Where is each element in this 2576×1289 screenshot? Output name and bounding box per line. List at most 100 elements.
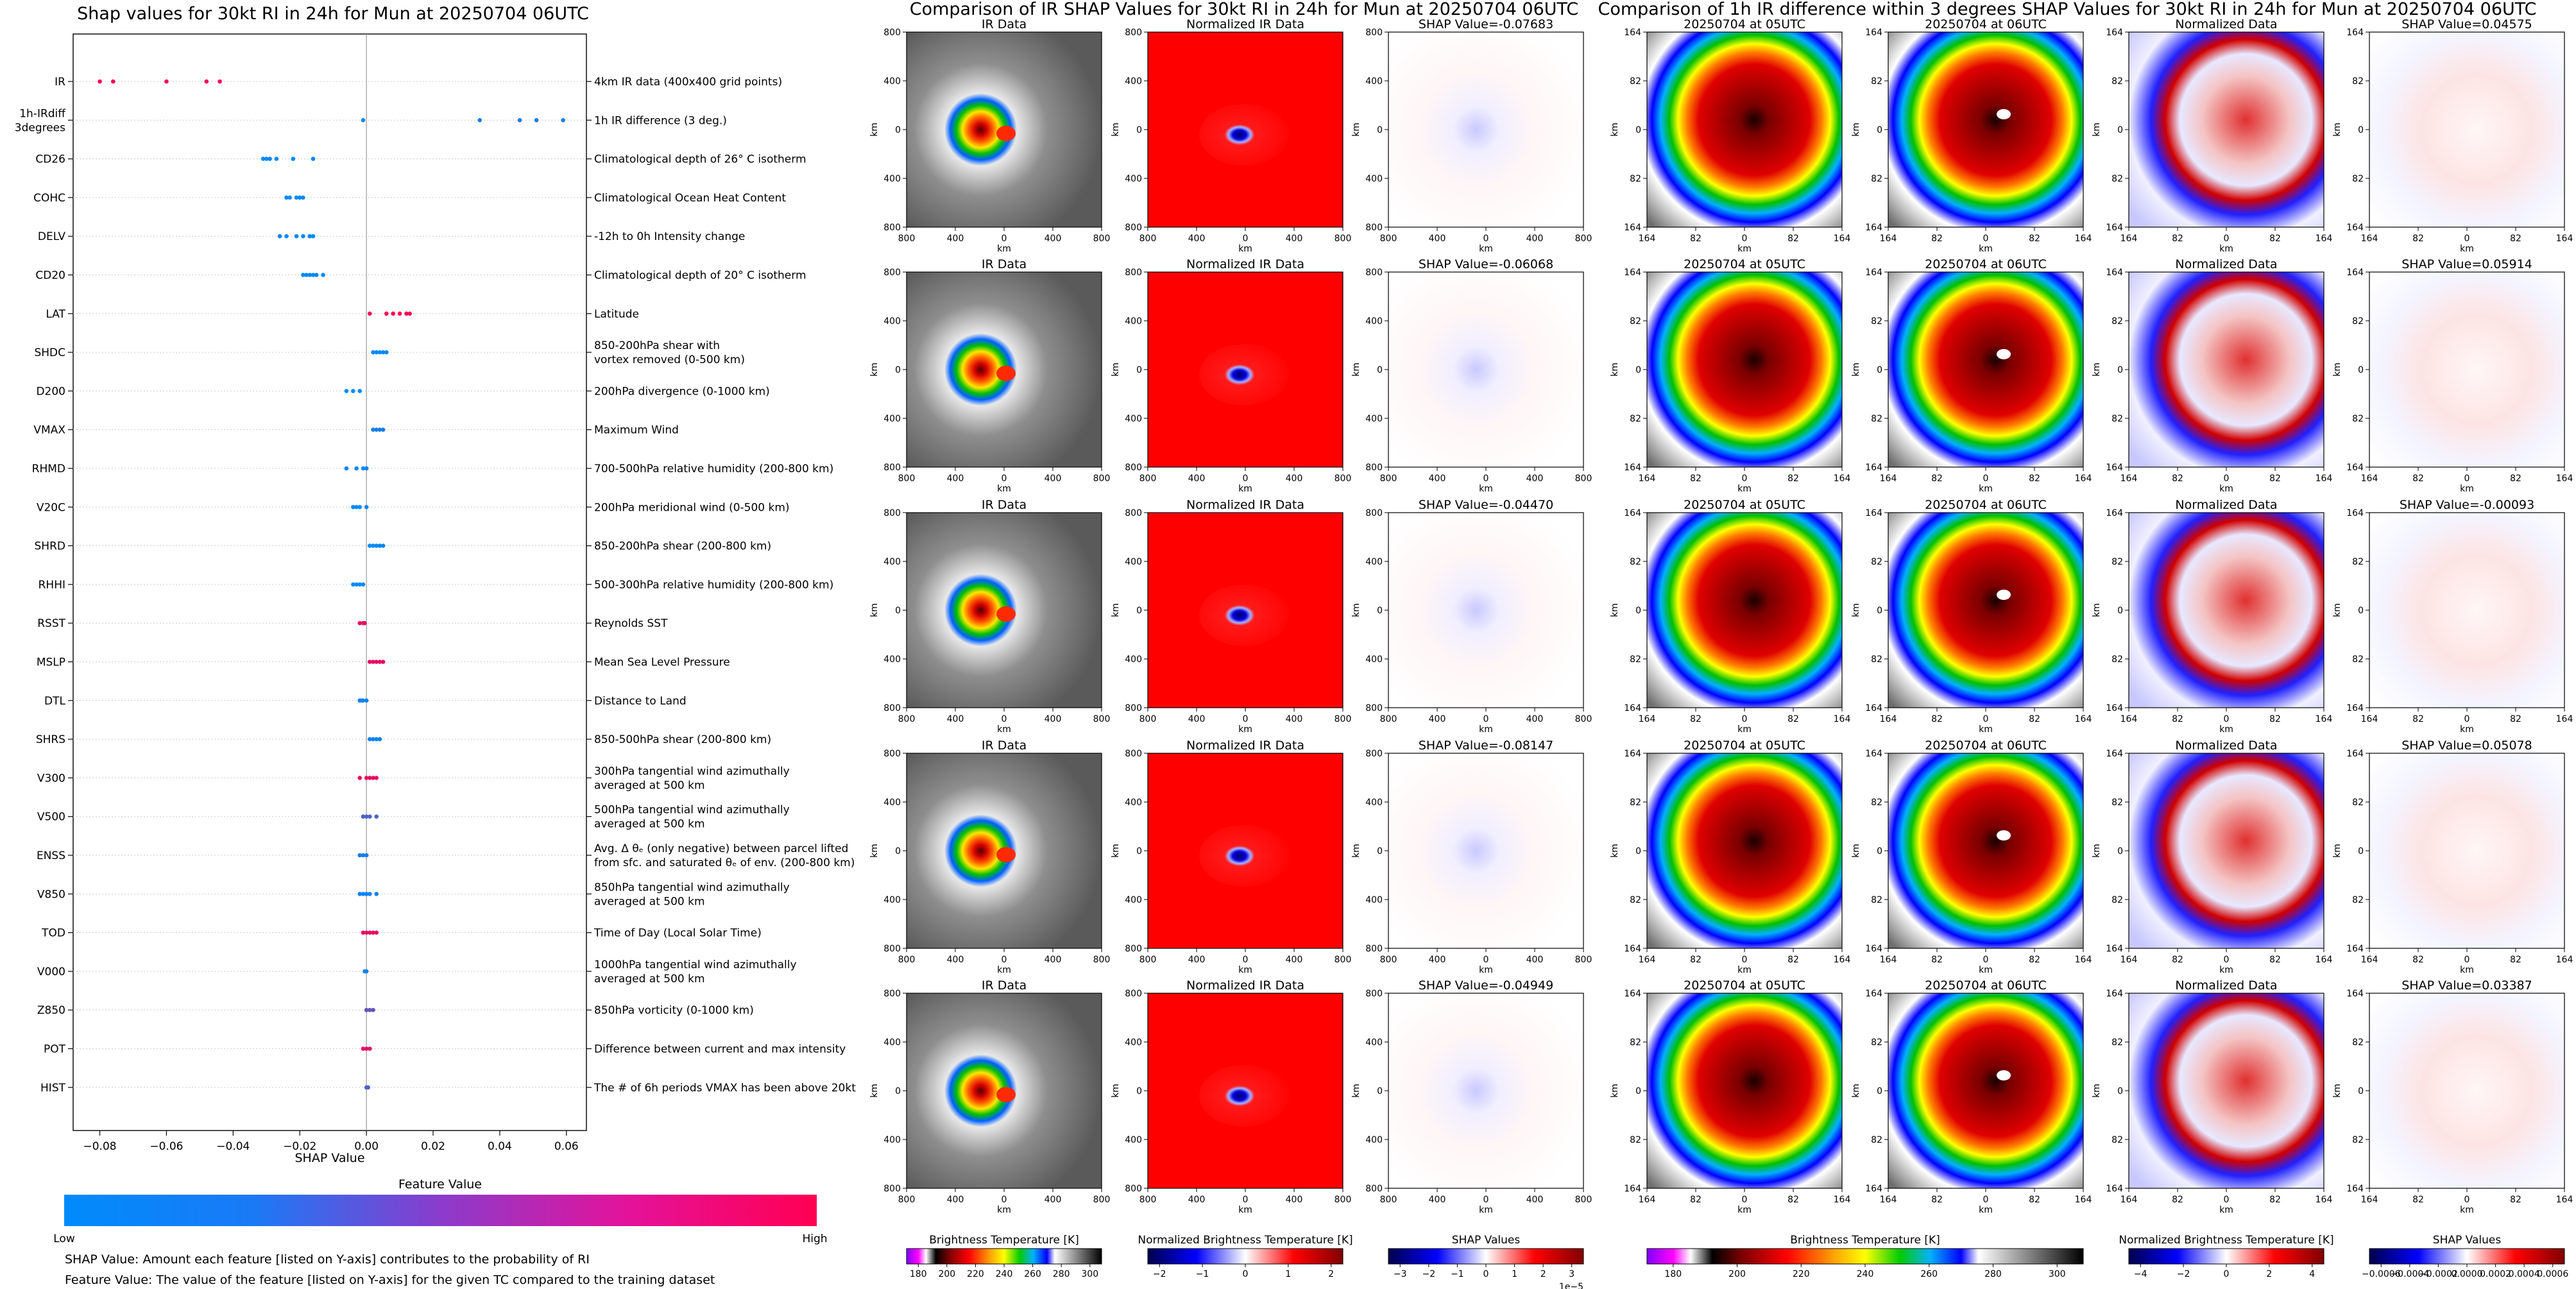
panel-y-tick-label: 164 [2106, 1184, 2123, 1194]
panel-x-tick-label: 82 [2172, 474, 2183, 484]
panel-y-tick-label: 800 [1125, 463, 1142, 473]
panel-title-ir-data: IR Data [982, 257, 1027, 271]
panel-x-tick-label: 0 [1002, 955, 1007, 965]
feature-description-label: Latitude [594, 308, 639, 321]
feature-name-label: 1h-IRdiff [19, 107, 66, 120]
panel-x-tick-label: 400 [1286, 955, 1303, 965]
shap-point [377, 350, 382, 355]
feature-name-label: RSST [37, 617, 65, 630]
panel-y-tick-label: 400 [1365, 1135, 1383, 1145]
ir-shap-colorbar-tick-label: −2 [1422, 1269, 1436, 1279]
panel-x-tick-label: 0 [1002, 474, 1007, 484]
panel-y-axis-label: km [1610, 603, 1620, 617]
panel-x-tick-label: 82 [2029, 1195, 2040, 1205]
panel-y-tick-label: 400 [1365, 557, 1383, 567]
panel-x-tick-label: 0 [1742, 234, 1748, 244]
panel-x-tick-label: 82 [1787, 474, 1799, 484]
feature-name-label: V20C [37, 501, 65, 514]
panel-x-tick-label: 164 [2361, 1195, 2378, 1205]
feature-description-label: 200hPa divergence (0-1000 km) [594, 385, 770, 398]
panel-x-axis-label: km [1737, 484, 1752, 494]
panel-y-tick-label: 800 [883, 223, 901, 233]
panel-x-tick-label: 164 [2120, 955, 2138, 965]
panel-x-tick-label: 800 [898, 474, 916, 484]
feature-description-label: 500-300hPa relative humidity (200-800 km… [594, 579, 833, 592]
panel-y-axis-label: km [869, 1084, 880, 1098]
normalized-ir-core [1199, 585, 1289, 646]
panel-y-tick-label: 82 [1871, 1135, 1882, 1145]
panel-y-tick-label: 800 [883, 1184, 901, 1194]
panel-y-axis-label: km [2332, 603, 2342, 617]
normalized-ir-core [1199, 104, 1289, 166]
panel-x-tick-label: 0 [1742, 955, 1748, 965]
shap-point [364, 969, 369, 974]
panel-y-axis-label: km [1610, 844, 1620, 858]
shap-point [368, 1046, 372, 1051]
diff-normalized-colorbar-tick-label: 4 [2309, 1269, 2315, 1279]
panel-x-axis-label: km [1479, 1205, 1493, 1215]
feature-description-label: Maximum Wind [594, 424, 679, 437]
ir-bt-colorbar-label: Brightness Temperature [K] [929, 1234, 1079, 1247]
diff-shap-colorbar-tick-label: 0.0002 [2480, 1269, 2511, 1279]
panel-x-tick-label: 82 [2269, 955, 2281, 965]
panel-y-tick-label: 164 [2346, 749, 2364, 759]
shap-point [517, 118, 522, 123]
feature-description-label: 850-200hPa shear (200-800 km) [594, 540, 771, 553]
panel-y-tick-label: 0 [2358, 1086, 2364, 1097]
ir-shap-colorbar-tick-label: −3 [1394, 1269, 1407, 1279]
panel-x-tick-label: 82 [2029, 955, 2040, 965]
panel-x-tick-label: 164 [2361, 474, 2378, 484]
panel-y-tick-label: 400 [1125, 316, 1142, 327]
panel-y-tick-label: 164 [2106, 463, 2123, 473]
ir-eye-core [996, 847, 1016, 862]
panel-y-tick-label: 0 [2117, 1086, 2123, 1097]
panel-y-tick-label: 164 [1865, 508, 1882, 518]
panel-x-tick-label: 400 [1526, 234, 1544, 244]
panel-x-tick-label: 400 [1526, 955, 1544, 965]
feature-name-label: LAT [46, 308, 65, 321]
panel-x-axis-label: km [1737, 1205, 1752, 1215]
panel-x-tick-label: 400 [1429, 1195, 1446, 1205]
panel-x-tick-label: 164 [2316, 474, 2333, 484]
ir-shap-colorbar-tick-label: 0 [1483, 1269, 1489, 1279]
panel-y-tick-label: 164 [2346, 1184, 2364, 1194]
feature-name-label: 3degrees [15, 121, 65, 134]
panel-x-tick-label: 0 [2224, 1195, 2230, 1205]
panel-x-tick-label: 800 [1139, 234, 1157, 244]
shap-point [377, 737, 382, 742]
panel-title-diff-06utc: 20250704 at 06UTC [1925, 738, 2047, 753]
diff-shap-colorbar-tick-label: −0.0006 [2362, 1269, 2401, 1279]
shap-point [164, 79, 169, 84]
shap-point [357, 853, 363, 858]
feature-description-label: Avg. Δ θₑ (only negative) between parcel… [594, 842, 848, 855]
diff-06utc-image [1888, 753, 2083, 948]
panel-title-diff-05utc: 20250704 at 05UTC [1684, 17, 1805, 31]
panel-x-tick-label: 164 [1880, 1195, 1897, 1205]
shap-point [407, 311, 412, 316]
panel-y-tick-label: 800 [1365, 268, 1383, 278]
panel-title-diff-06utc: 20250704 at 06UTC [1925, 498, 2047, 512]
feature-name-label: COHC [33, 192, 65, 205]
panel-x-axis-label: km [1737, 724, 1752, 735]
panel-x-tick-label: 164 [1834, 234, 1851, 244]
ir-bt-colorbar [906, 1248, 1102, 1265]
shap-point [371, 1007, 375, 1012]
panel-x-tick-label: 0 [1742, 474, 1748, 484]
panel-x-tick-label: 800 [898, 714, 916, 724]
feature-description-label: 1h IR difference (3 deg.) [594, 114, 727, 127]
panel-x-axis-label: km [1238, 484, 1252, 494]
panel-y-tick-label: 164 [1624, 703, 1641, 713]
panel-y-tick-label: 400 [883, 316, 901, 327]
normalized-ir-core [1199, 825, 1289, 887]
feature-description-label: 500hPa tangential wind azimuthally [594, 804, 790, 817]
shap-point [368, 660, 372, 664]
diff-normalized-image [2129, 513, 2324, 708]
panel-y-tick-label: 400 [1125, 895, 1142, 905]
panel-y-tick-label: 164 [2346, 223, 2364, 233]
panel-y-tick-label: 400 [1125, 174, 1142, 184]
feature-name-label: DTL [44, 695, 65, 708]
panel-x-tick-label: 400 [947, 955, 964, 965]
panel-y-tick-label: 82 [2352, 76, 2364, 87]
panel-x-axis-label: km [1479, 724, 1493, 735]
ir-bt-colorbar-tick-label: 280 [1053, 1269, 1070, 1279]
